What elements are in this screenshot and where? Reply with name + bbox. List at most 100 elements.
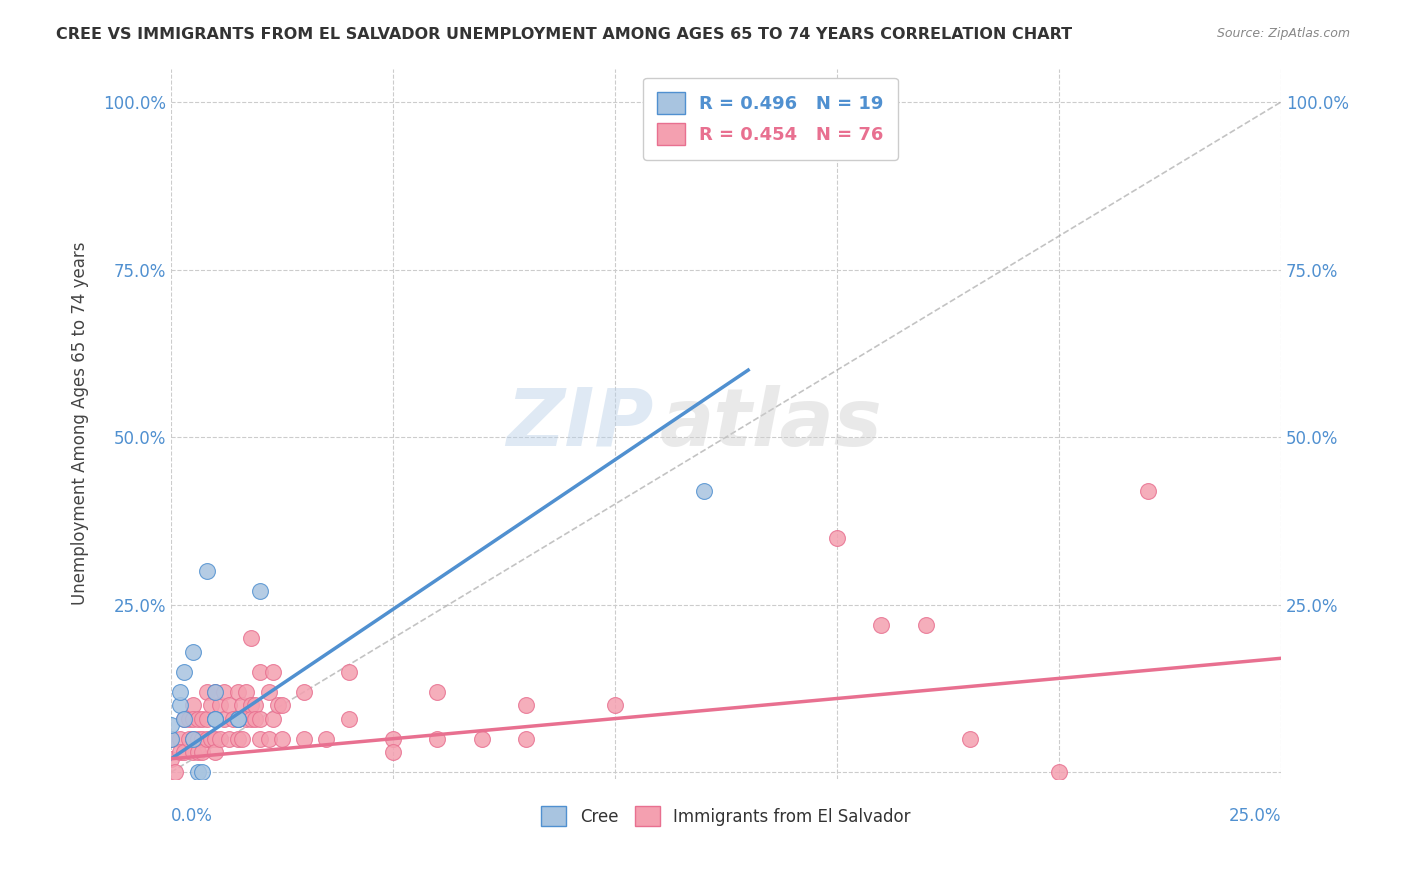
- Point: [693, 95, 716, 109]
- Point: [181, 712, 204, 726]
- Point: [181, 731, 204, 746]
- Point: [204, 712, 226, 726]
- Point: [160, 718, 183, 732]
- Point: [204, 712, 226, 726]
- Point: [165, 765, 187, 780]
- Y-axis label: Unemployment Among Ages 65 to 74 years: Unemployment Among Ages 65 to 74 years: [72, 242, 89, 606]
- Point: [200, 731, 222, 746]
- Point: [959, 731, 981, 746]
- Point: [292, 685, 315, 699]
- Point: [262, 712, 284, 726]
- Point: [249, 731, 271, 746]
- Point: [195, 685, 218, 699]
- Point: [693, 483, 716, 498]
- Point: [214, 712, 236, 726]
- Point: [471, 731, 494, 746]
- Point: [249, 665, 271, 679]
- Point: [231, 698, 253, 713]
- Point: [603, 698, 626, 713]
- Point: [235, 685, 257, 699]
- Point: [337, 665, 360, 679]
- Point: [249, 712, 271, 726]
- Point: [200, 698, 222, 713]
- Text: ZIP: ZIP: [506, 384, 654, 463]
- Point: [177, 731, 200, 746]
- Point: [271, 698, 294, 713]
- Point: [195, 731, 218, 746]
- Point: [337, 712, 360, 726]
- Point: [169, 731, 191, 746]
- Text: 25.0%: 25.0%: [1229, 807, 1281, 825]
- Point: [208, 731, 231, 746]
- Point: [257, 731, 280, 746]
- Point: [181, 731, 204, 746]
- Point: [426, 685, 449, 699]
- Point: [870, 617, 893, 632]
- Point: [315, 731, 337, 746]
- Point: [187, 745, 209, 759]
- Point: [249, 584, 271, 599]
- Point: [204, 731, 226, 746]
- Point: [226, 712, 249, 726]
- Point: [204, 745, 226, 759]
- Point: [515, 731, 537, 746]
- Point: [515, 698, 537, 713]
- Point: [226, 731, 249, 746]
- Point: [173, 745, 195, 759]
- Point: [195, 564, 218, 578]
- Point: [160, 731, 183, 746]
- Point: [214, 685, 236, 699]
- Point: [1136, 483, 1159, 498]
- Point: [218, 731, 240, 746]
- Text: 0.0%: 0.0%: [172, 807, 212, 825]
- Point: [245, 712, 267, 726]
- Legend: Cree, Immigrants from El Salvador: Cree, Immigrants from El Salvador: [533, 797, 920, 835]
- Point: [191, 712, 214, 726]
- Point: [181, 644, 204, 658]
- Point: [173, 712, 195, 726]
- Point: [204, 685, 226, 699]
- Point: [181, 745, 204, 759]
- Point: [222, 712, 245, 726]
- Point: [1047, 765, 1070, 780]
- Point: [226, 685, 249, 699]
- Point: [208, 698, 231, 713]
- Text: CREE VS IMMIGRANTS FROM EL SALVADOR UNEMPLOYMENT AMONG AGES 65 TO 74 YEARS CORRE: CREE VS IMMIGRANTS FROM EL SALVADOR UNEM…: [56, 27, 1073, 42]
- Point: [191, 765, 214, 780]
- Point: [173, 712, 195, 726]
- Point: [426, 731, 449, 746]
- Point: [825, 531, 848, 545]
- Point: [239, 712, 262, 726]
- Text: Source: ZipAtlas.com: Source: ZipAtlas.com: [1216, 27, 1350, 40]
- Point: [239, 698, 262, 713]
- Point: [169, 685, 191, 699]
- Point: [382, 745, 405, 759]
- Point: [160, 752, 183, 766]
- Point: [177, 712, 200, 726]
- Text: atlas: atlas: [659, 384, 882, 463]
- Point: [218, 698, 240, 713]
- Point: [292, 731, 315, 746]
- Point: [245, 698, 267, 713]
- Point: [231, 731, 253, 746]
- Point: [239, 631, 262, 645]
- Point: [173, 665, 195, 679]
- Point: [266, 698, 288, 713]
- Point: [191, 745, 214, 759]
- Point: [262, 665, 284, 679]
- Point: [169, 698, 191, 713]
- Point: [914, 617, 936, 632]
- Point: [191, 731, 214, 746]
- Point: [195, 712, 218, 726]
- Point: [204, 712, 226, 726]
- Point: [271, 731, 294, 746]
- Point: [204, 685, 226, 699]
- Point: [181, 698, 204, 713]
- Point: [160, 731, 183, 746]
- Point: [382, 731, 405, 746]
- Point: [169, 745, 191, 759]
- Point: [226, 712, 249, 726]
- Point: [187, 712, 209, 726]
- Point: [187, 765, 209, 780]
- Point: [257, 685, 280, 699]
